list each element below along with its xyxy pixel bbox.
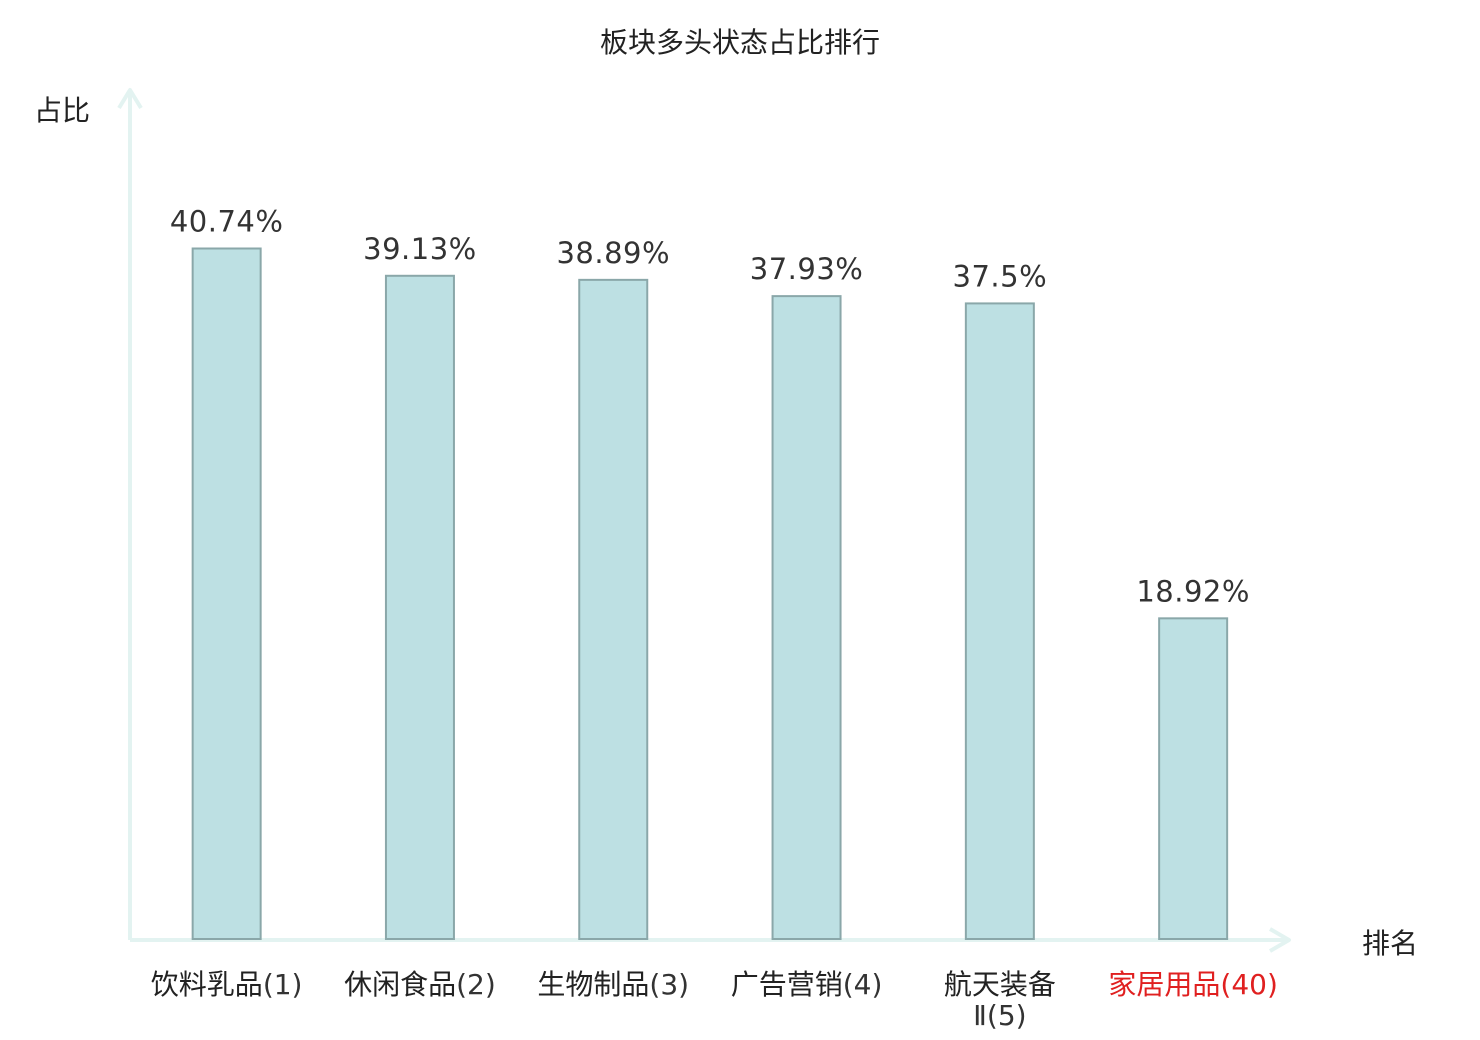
bar-value-label: 37.5% bbox=[953, 259, 1048, 293]
bar bbox=[964, 302, 1035, 941]
bar-value-label: 39.13% bbox=[363, 232, 477, 266]
bar bbox=[191, 247, 262, 940]
bar bbox=[578, 278, 649, 941]
bar-value-label: 37.93% bbox=[750, 252, 864, 286]
y-axis-title: 占比 bbox=[34, 94, 90, 127]
x-tick-label: 航天装备 Ⅱ(5) bbox=[944, 968, 1056, 1032]
bar-value-label: 18.92% bbox=[1136, 574, 1250, 608]
x-tick-label: 生物制品(3) bbox=[537, 968, 689, 1001]
x-tick-label: 广告营销(4) bbox=[731, 968, 883, 1001]
bar bbox=[771, 295, 842, 940]
y-axis-arrow bbox=[117, 88, 143, 110]
x-axis-arrow bbox=[1268, 927, 1291, 953]
bars-group bbox=[191, 247, 1229, 941]
value-labels-group: 40.74% 39.13% 38.89% 37.93% 37.5% 18.92% bbox=[170, 205, 1250, 609]
x-axis-title: 排名 bbox=[1362, 927, 1418, 960]
x-tick-labels-group: 饮料乳品(1) 休闲食品(2) 生物制品(3) 广告营销(4) 航天装备 Ⅱ(5) 家居用品… bbox=[151, 968, 1278, 1032]
x-tick-label: 家居用品(40) bbox=[1108, 968, 1278, 1001]
x-tick-label: 休闲食品(2) bbox=[344, 968, 496, 1001]
x-tick-label: 饮料乳品(1) bbox=[151, 968, 303, 1001]
bar bbox=[1158, 617, 1229, 941]
bar-value-label: 38.89% bbox=[556, 236, 670, 270]
bar bbox=[384, 274, 455, 941]
chart-title: 板块多头状态占比排行 bbox=[600, 26, 880, 59]
bar-value-label: 40.74% bbox=[170, 205, 284, 239]
